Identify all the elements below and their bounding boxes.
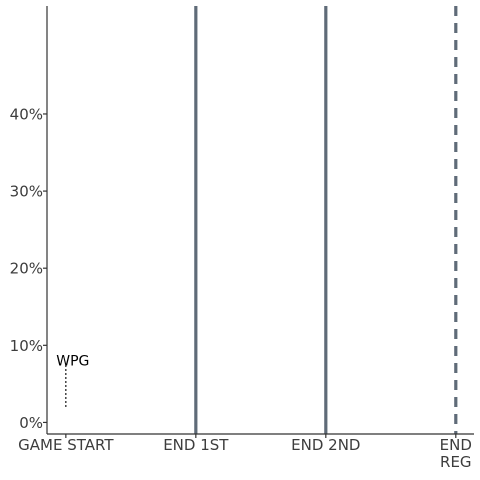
- y-ticks: 0% 10% 20% 30% 40%: [10, 105, 47, 432]
- x-tick-label: END 1ST: [163, 436, 229, 454]
- x-tick-label: GAME START: [18, 436, 114, 454]
- x-tick-label: END 2ND: [291, 436, 360, 454]
- y-tick-label: 30%: [10, 183, 43, 201]
- annotations: WPG: [56, 354, 89, 370]
- y-tick-label: 20%: [10, 260, 43, 278]
- period-lines: [194, 6, 458, 434]
- y-tick-label: 10%: [10, 337, 43, 355]
- y-tick-label: 0%: [19, 414, 43, 432]
- y-tick-label: 40%: [10, 105, 43, 123]
- x-ticks: GAME START END 1ST END 2ND END REG: [18, 434, 472, 471]
- x-tick-label: END REG: [440, 436, 472, 471]
- annotation-label: WPG: [56, 354, 89, 370]
